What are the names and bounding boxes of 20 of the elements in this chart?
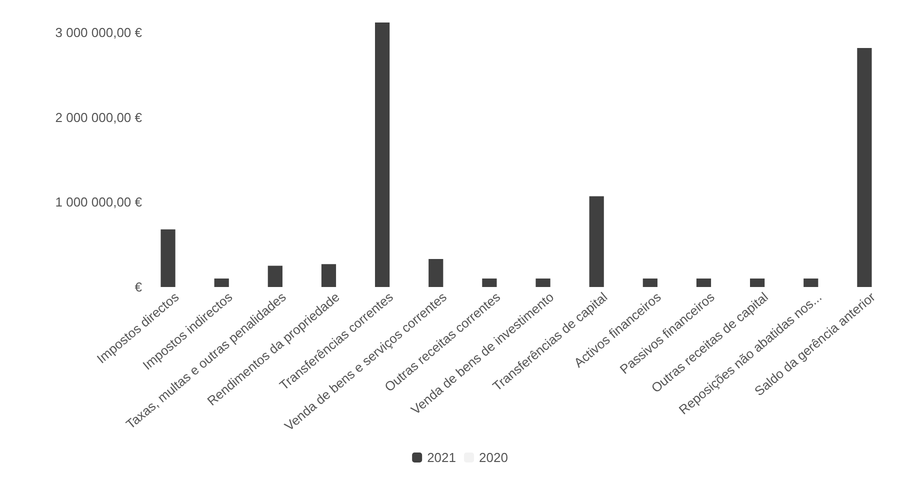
bar <box>268 266 282 287</box>
bar <box>536 278 550 287</box>
legend-label: 2020 <box>479 450 508 465</box>
bar <box>804 278 818 287</box>
bar <box>642 278 658 287</box>
legend-label: 2021 <box>427 450 456 465</box>
bar <box>214 278 229 287</box>
bar <box>482 278 497 287</box>
bar <box>375 22 390 287</box>
bar <box>696 278 712 287</box>
bar <box>321 264 336 287</box>
y-tick-label: 1 000 000,00 € <box>55 194 143 210</box>
bar <box>160 229 176 287</box>
y-tick-label: € <box>134 280 143 294</box>
y-tick-label: 3 000 000,00 € <box>55 25 143 40</box>
bar <box>589 196 604 287</box>
bar <box>857 48 872 287</box>
bar <box>750 278 765 287</box>
bar <box>428 259 444 287</box>
y-tick-label: 2 000 000,00 € <box>55 110 143 125</box>
